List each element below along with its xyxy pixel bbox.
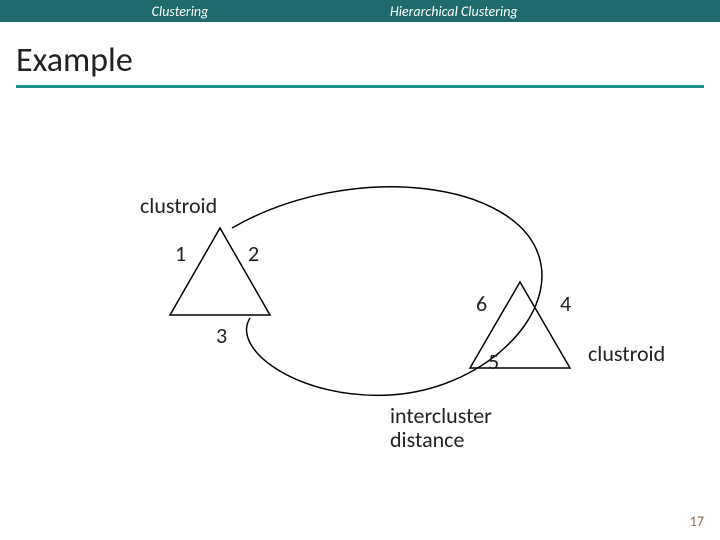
topbar-left-label: Clustering bbox=[0, 3, 360, 20]
label-distance: distance bbox=[390, 426, 464, 453]
page-title: Example bbox=[16, 40, 704, 81]
label-node-4: 4 bbox=[560, 290, 571, 317]
label-intercluster: intercluster bbox=[390, 402, 492, 429]
label-node-2: 2 bbox=[248, 240, 259, 267]
title-underline bbox=[16, 85, 704, 88]
page-number: 17 bbox=[690, 513, 704, 530]
label-node-6: 6 bbox=[476, 290, 487, 317]
title-area: Example bbox=[0, 22, 720, 94]
diagram-svg bbox=[0, 100, 720, 480]
label-clustroid-left: clustroid bbox=[140, 192, 217, 219]
label-node-1: 1 bbox=[175, 240, 186, 267]
diagram-area: clustroid 1 2 3 6 4 5 clustroid interclu… bbox=[0, 100, 720, 480]
label-clustroid-right: clustroid bbox=[588, 340, 665, 367]
top-bar: Clustering Hierarchical Clustering bbox=[0, 0, 720, 22]
label-node-3: 3 bbox=[216, 322, 227, 349]
label-node-5: 5 bbox=[488, 348, 499, 375]
topbar-right-label: Hierarchical Clustering bbox=[360, 3, 720, 20]
